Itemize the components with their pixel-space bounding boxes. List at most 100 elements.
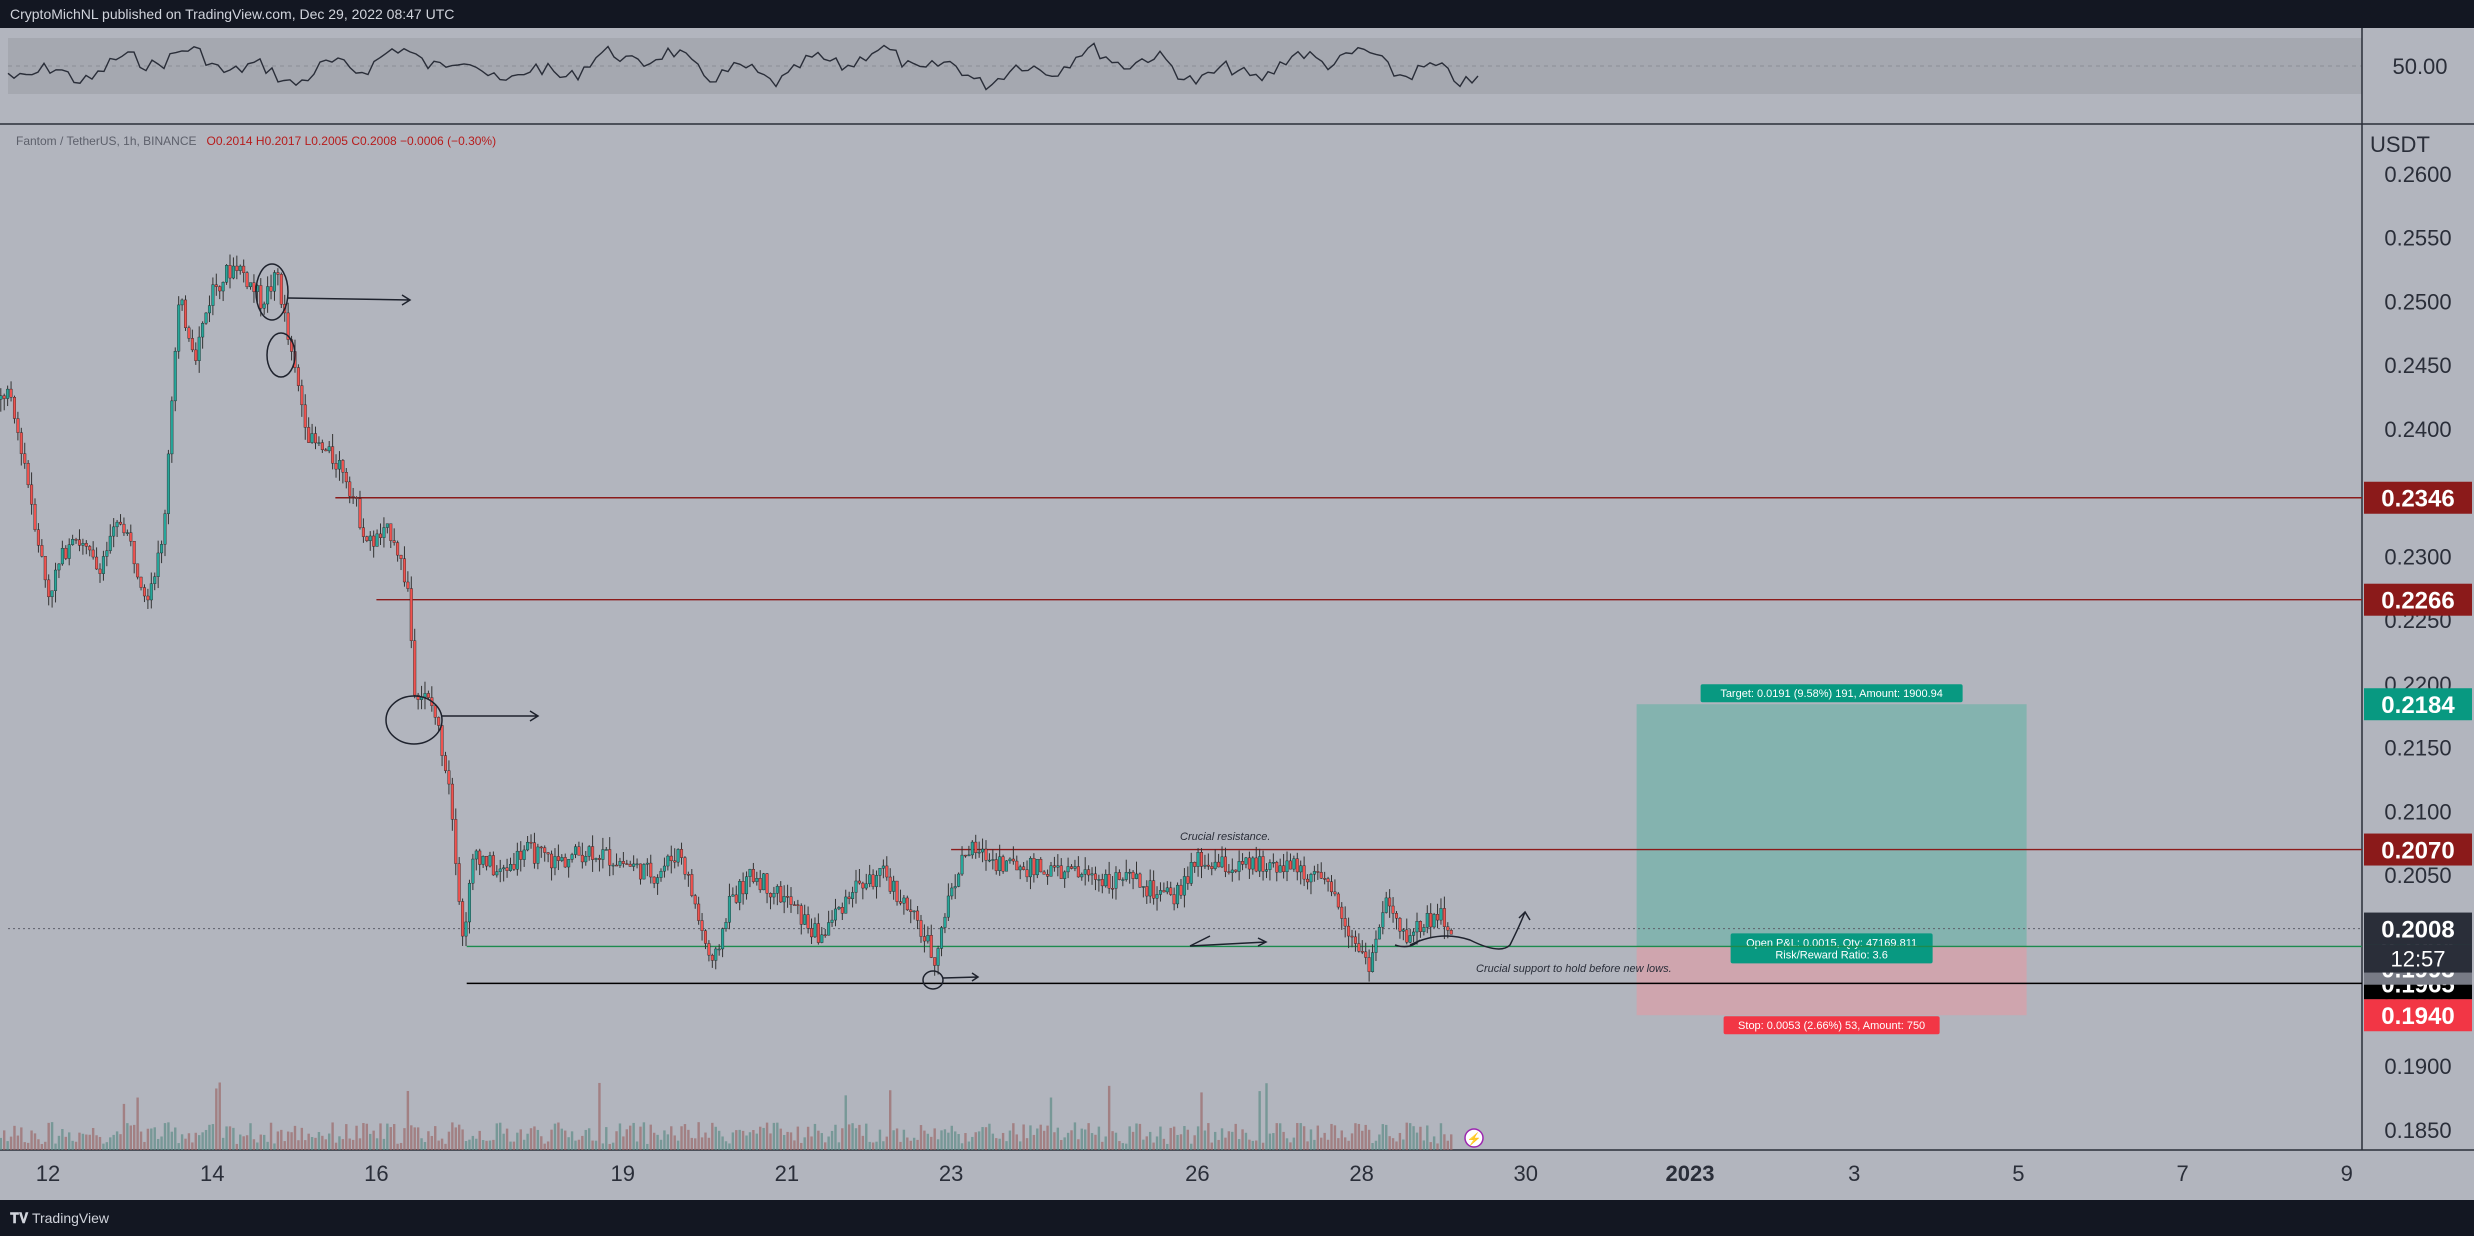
candle-body [994, 859, 998, 871]
candle-body [262, 303, 266, 309]
volume-bar [926, 1133, 930, 1150]
candle-body [550, 853, 554, 869]
candle-body [385, 523, 389, 528]
volume-bar [293, 1125, 297, 1150]
candle-body [1176, 884, 1180, 905]
candle-body [1200, 852, 1204, 867]
target-zone[interactable] [1636, 704, 2027, 947]
volume-bar [759, 1126, 762, 1150]
candle-body [974, 841, 978, 853]
arrow-drawing [1189, 937, 1268, 947]
volume-bar [995, 1138, 998, 1150]
long-position-tool[interactable]: Target: 0.0191 (9.58%) 191, Amount: 1900… [1464, 684, 2027, 1148]
candle-body [1131, 871, 1135, 879]
candle-body [786, 896, 790, 898]
candle-body [1217, 861, 1221, 868]
volume-bar [1248, 1139, 1251, 1150]
candle-body [875, 875, 879, 887]
volume-bar [776, 1122, 779, 1150]
volume-bar [1381, 1124, 1385, 1150]
volume-bar [1169, 1127, 1172, 1150]
target-label[interactable] [1700, 684, 1963, 703]
time-tick-label: 14 [200, 1161, 224, 1186]
volume-bar [68, 1132, 71, 1150]
candle-body [782, 896, 786, 903]
candle-body [194, 349, 198, 361]
circle-drawing [266, 332, 296, 378]
volume-bar [1292, 1137, 1296, 1150]
volume-bar [109, 1137, 112, 1150]
volume-bar [341, 1139, 345, 1150]
lightning-icon[interactable] [1464, 1128, 1484, 1148]
candle-body [389, 523, 393, 541]
volume-bar [1227, 1131, 1231, 1150]
drawings[interactable] [255, 263, 1531, 990]
arrow-drawing [287, 294, 412, 306]
volume-bar [170, 1131, 174, 1150]
price-tick-label: 0.1850 [2384, 1118, 2451, 1143]
candle-body [474, 850, 478, 860]
candle-body [1169, 887, 1173, 895]
stop-label[interactable] [1723, 1016, 1940, 1035]
volume-bar [37, 1139, 40, 1150]
candle-body [1066, 866, 1070, 873]
currency-label: USDT [2370, 132, 2430, 157]
volume-bar [177, 1143, 180, 1150]
candle-body [508, 864, 512, 871]
volume-bar [1367, 1129, 1371, 1150]
volume-bar [26, 1142, 30, 1150]
candle-body [721, 928, 725, 950]
candle-body [245, 272, 249, 288]
candle-body [1111, 888, 1115, 890]
price-tag [2364, 583, 2472, 616]
candle-body [6, 388, 10, 399]
candle-body [0, 395, 3, 400]
candle-body [1374, 938, 1378, 953]
candle-body [1070, 866, 1074, 869]
candle-body [300, 385, 304, 406]
volume-bar [464, 1141, 468, 1150]
volume-bar [1234, 1123, 1237, 1150]
volume-bar [676, 1140, 680, 1150]
candle-body [987, 859, 991, 862]
candle-body [584, 856, 588, 863]
candle-body [758, 878, 762, 891]
pnl-label-text: Open P&L: 0.0015, Qty: 47169.811 [1746, 937, 1917, 949]
volume-bar [581, 1135, 584, 1150]
horizontal-levels[interactable] [8, 497, 2362, 985]
candle-body [1059, 865, 1063, 879]
candle-body [1436, 914, 1440, 921]
volume-bar [984, 1127, 988, 1150]
volume-bar [533, 1126, 536, 1150]
candle-body [652, 876, 656, 884]
candle-body [341, 460, 345, 473]
volume-bar [1162, 1138, 1166, 1150]
candle-body [755, 878, 759, 882]
volume-bar [663, 1130, 666, 1150]
volume-bar [1426, 1125, 1429, 1150]
candle-body [286, 312, 290, 340]
volume-bar [1070, 1130, 1073, 1150]
volume-bar [1405, 1122, 1408, 1150]
volume-bar [50, 1122, 54, 1150]
candle-body [464, 921, 468, 937]
price-chart[interactable]: 50.00 USDT Target: 0.0191 (9.58%) 191, A… [0, 28, 2474, 1200]
candle-body [539, 846, 543, 849]
candle-body [840, 907, 844, 914]
candle-body [519, 850, 523, 860]
volume-bar [413, 1127, 416, 1150]
volume-bar [632, 1122, 635, 1150]
candle-body [792, 904, 796, 906]
candle-body [844, 896, 848, 914]
pnl-label[interactable] [1730, 933, 1933, 964]
volume-bar [1005, 1141, 1008, 1150]
candle-body [433, 705, 437, 718]
volume-bar [33, 1133, 37, 1150]
candle-body [1302, 865, 1306, 880]
time-axis[interactable]: 12 14 16 19 21 23 26 28 30 2023 3 5 7 9 [36, 1161, 2353, 1186]
volume-bar [1415, 1132, 1419, 1150]
volume-bar [577, 1139, 581, 1150]
candle-body [546, 852, 550, 855]
candle-body [1415, 921, 1419, 933]
volume-bar [1104, 1136, 1107, 1150]
